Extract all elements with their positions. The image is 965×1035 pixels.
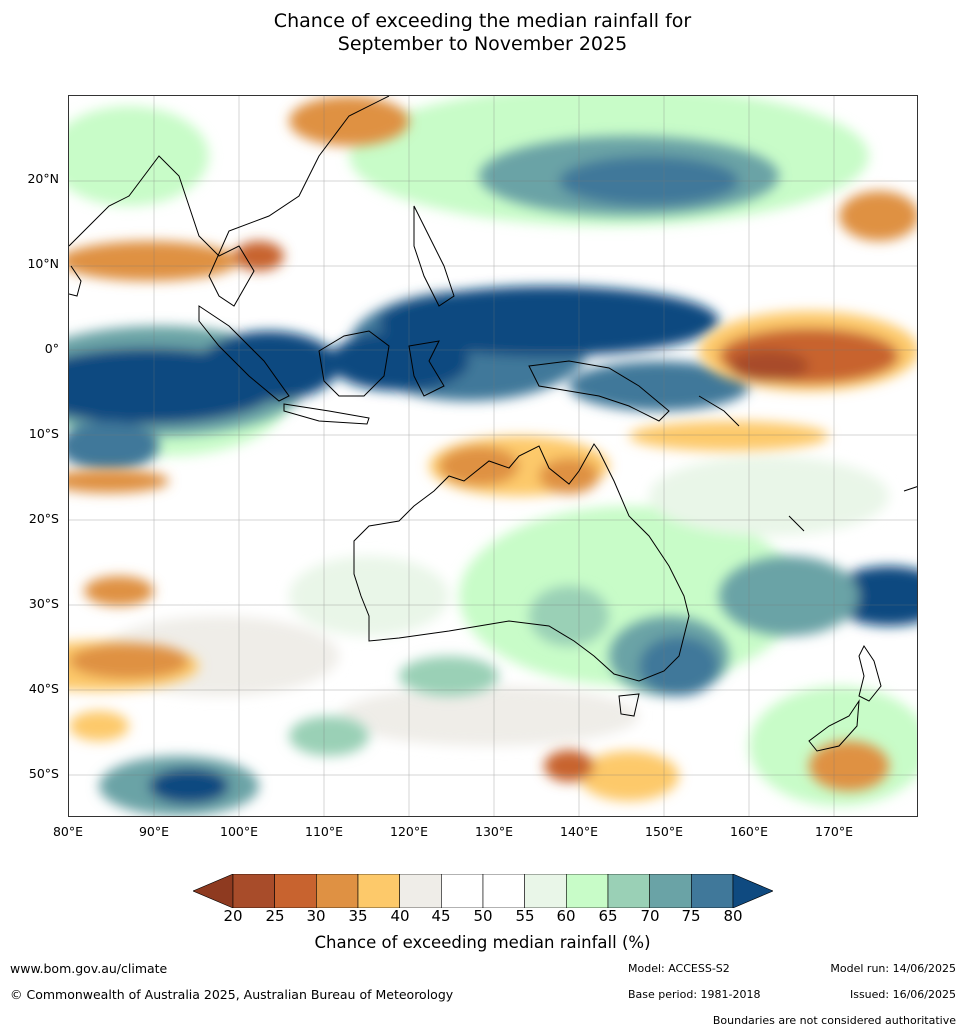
- map-canvas: [69, 96, 917, 816]
- lat-label-0: 0°: [44, 341, 59, 356]
- colorbar-cell: [649, 874, 692, 908]
- colorbar-tick: 60: [556, 907, 576, 925]
- colorbar-cell: [482, 874, 525, 908]
- colorbar: [193, 874, 773, 908]
- new-guinea-coastline: [528, 360, 670, 422]
- colorbar-cell: [357, 874, 400, 908]
- model-run-date: Model run: 14/06/2025: [830, 962, 956, 975]
- sri-lanka-coastline: [69, 265, 82, 297]
- colorbar-label: Chance of exceeding median rainfall (%): [314, 933, 651, 952]
- lon-label-150e: 150°E: [644, 824, 684, 839]
- lat-label-50s: 50°S: [28, 766, 59, 781]
- model-name: Model: ACCESS-S2: [628, 962, 730, 975]
- colorbar-cells: [232, 874, 734, 908]
- pacific-islands-coastline: [698, 395, 917, 532]
- lat-label-30s: 30°S: [28, 596, 59, 611]
- colorbar-under-arrow: [193, 874, 234, 908]
- issued-date: Issued: 16/06/2025: [849, 988, 956, 1001]
- new-zealand-south-coastline: [808, 699, 860, 752]
- mainland-asia-coastline: [69, 96, 390, 307]
- colorbar-over-arrow: [732, 874, 773, 908]
- lon-label-100e: 100°E: [219, 824, 259, 839]
- colorbar-cell: [524, 874, 567, 908]
- title-line-1: Chance of exceeding the median rainfall …: [273, 10, 692, 32]
- lat-label-10s: 10°S: [28, 426, 59, 441]
- colorbar-cell: [316, 874, 359, 908]
- lon-label-120e: 120°E: [389, 824, 429, 839]
- lon-label-160e: 160°E: [729, 824, 769, 839]
- wet-anomaly-fields: [69, 136, 917, 816]
- sulawesi-coastline: [408, 340, 445, 397]
- colorbar-tick: 40: [390, 907, 410, 925]
- lon-label-90e: 90°E: [138, 824, 170, 839]
- tasmania-coastline: [618, 693, 640, 717]
- colorbar-tick: 65: [598, 907, 618, 925]
- philippines-coastline: [413, 205, 455, 307]
- new-zealand-north-coastline: [858, 645, 882, 702]
- colorbar-tick: 35: [348, 907, 368, 925]
- colorbar-cell: [607, 874, 650, 908]
- lon-label-170e: 170°E: [814, 824, 854, 839]
- copyright-notice: © Commonwealth of Australia 2025, Austra…: [10, 987, 454, 1002]
- graticule: [69, 96, 917, 816]
- sumatra-coastline: [198, 305, 290, 402]
- colorbar-cell: [691, 874, 734, 908]
- colorbar-tick: 55: [515, 907, 535, 925]
- colorbar-tick: 30: [306, 907, 326, 925]
- colorbar-cell: [232, 874, 275, 908]
- australia-coastline: [353, 443, 690, 682]
- colorbar-tick: 45: [431, 907, 451, 925]
- lon-label-110e: 110°E: [304, 824, 344, 839]
- colorbar-tick: 50: [473, 907, 493, 925]
- lon-label-80e: 80°E: [52, 824, 84, 839]
- colorbar-cell: [274, 874, 317, 908]
- colorbar-cell: [399, 874, 442, 908]
- base-period: Base period: 1981-2018: [628, 988, 761, 1001]
- coastlines: [69, 96, 917, 752]
- java-coastline: [283, 403, 370, 425]
- lat-label-20s: 20°S: [28, 511, 59, 526]
- lat-label-10n: 10°N: [27, 256, 59, 271]
- boundary-disclaimer: Boundaries are not considered authoritat…: [712, 1014, 956, 1027]
- website-link[interactable]: www.bom.gov.au/climate: [10, 961, 168, 976]
- lat-label-40s: 40°S: [28, 681, 59, 696]
- colorbar-tick: 25: [265, 907, 285, 925]
- colorbar-tick: 80: [723, 907, 743, 925]
- title-line-2: September to November 2025: [337, 33, 628, 55]
- borneo-coastline: [318, 330, 390, 397]
- colorbar-tick: 70: [640, 907, 660, 925]
- colorbar-ticks: 20 25 30 35 40 45 50 55 60 65 70 75 80: [0, 907, 965, 927]
- colorbar-cell: [566, 874, 609, 908]
- dry-anomaly-fields: [69, 96, 917, 801]
- lon-label-130e: 130°E: [474, 824, 514, 839]
- lon-label-140e: 140°E: [559, 824, 599, 839]
- map-title: Chance of exceeding the median rainfall …: [0, 10, 965, 56]
- colorbar-tick: 20: [223, 907, 243, 925]
- colorbar-cell: [441, 874, 484, 908]
- lat-label-20n: 20°N: [27, 171, 59, 186]
- colorbar-tick: 75: [681, 907, 701, 925]
- rainfall-map: [68, 95, 918, 817]
